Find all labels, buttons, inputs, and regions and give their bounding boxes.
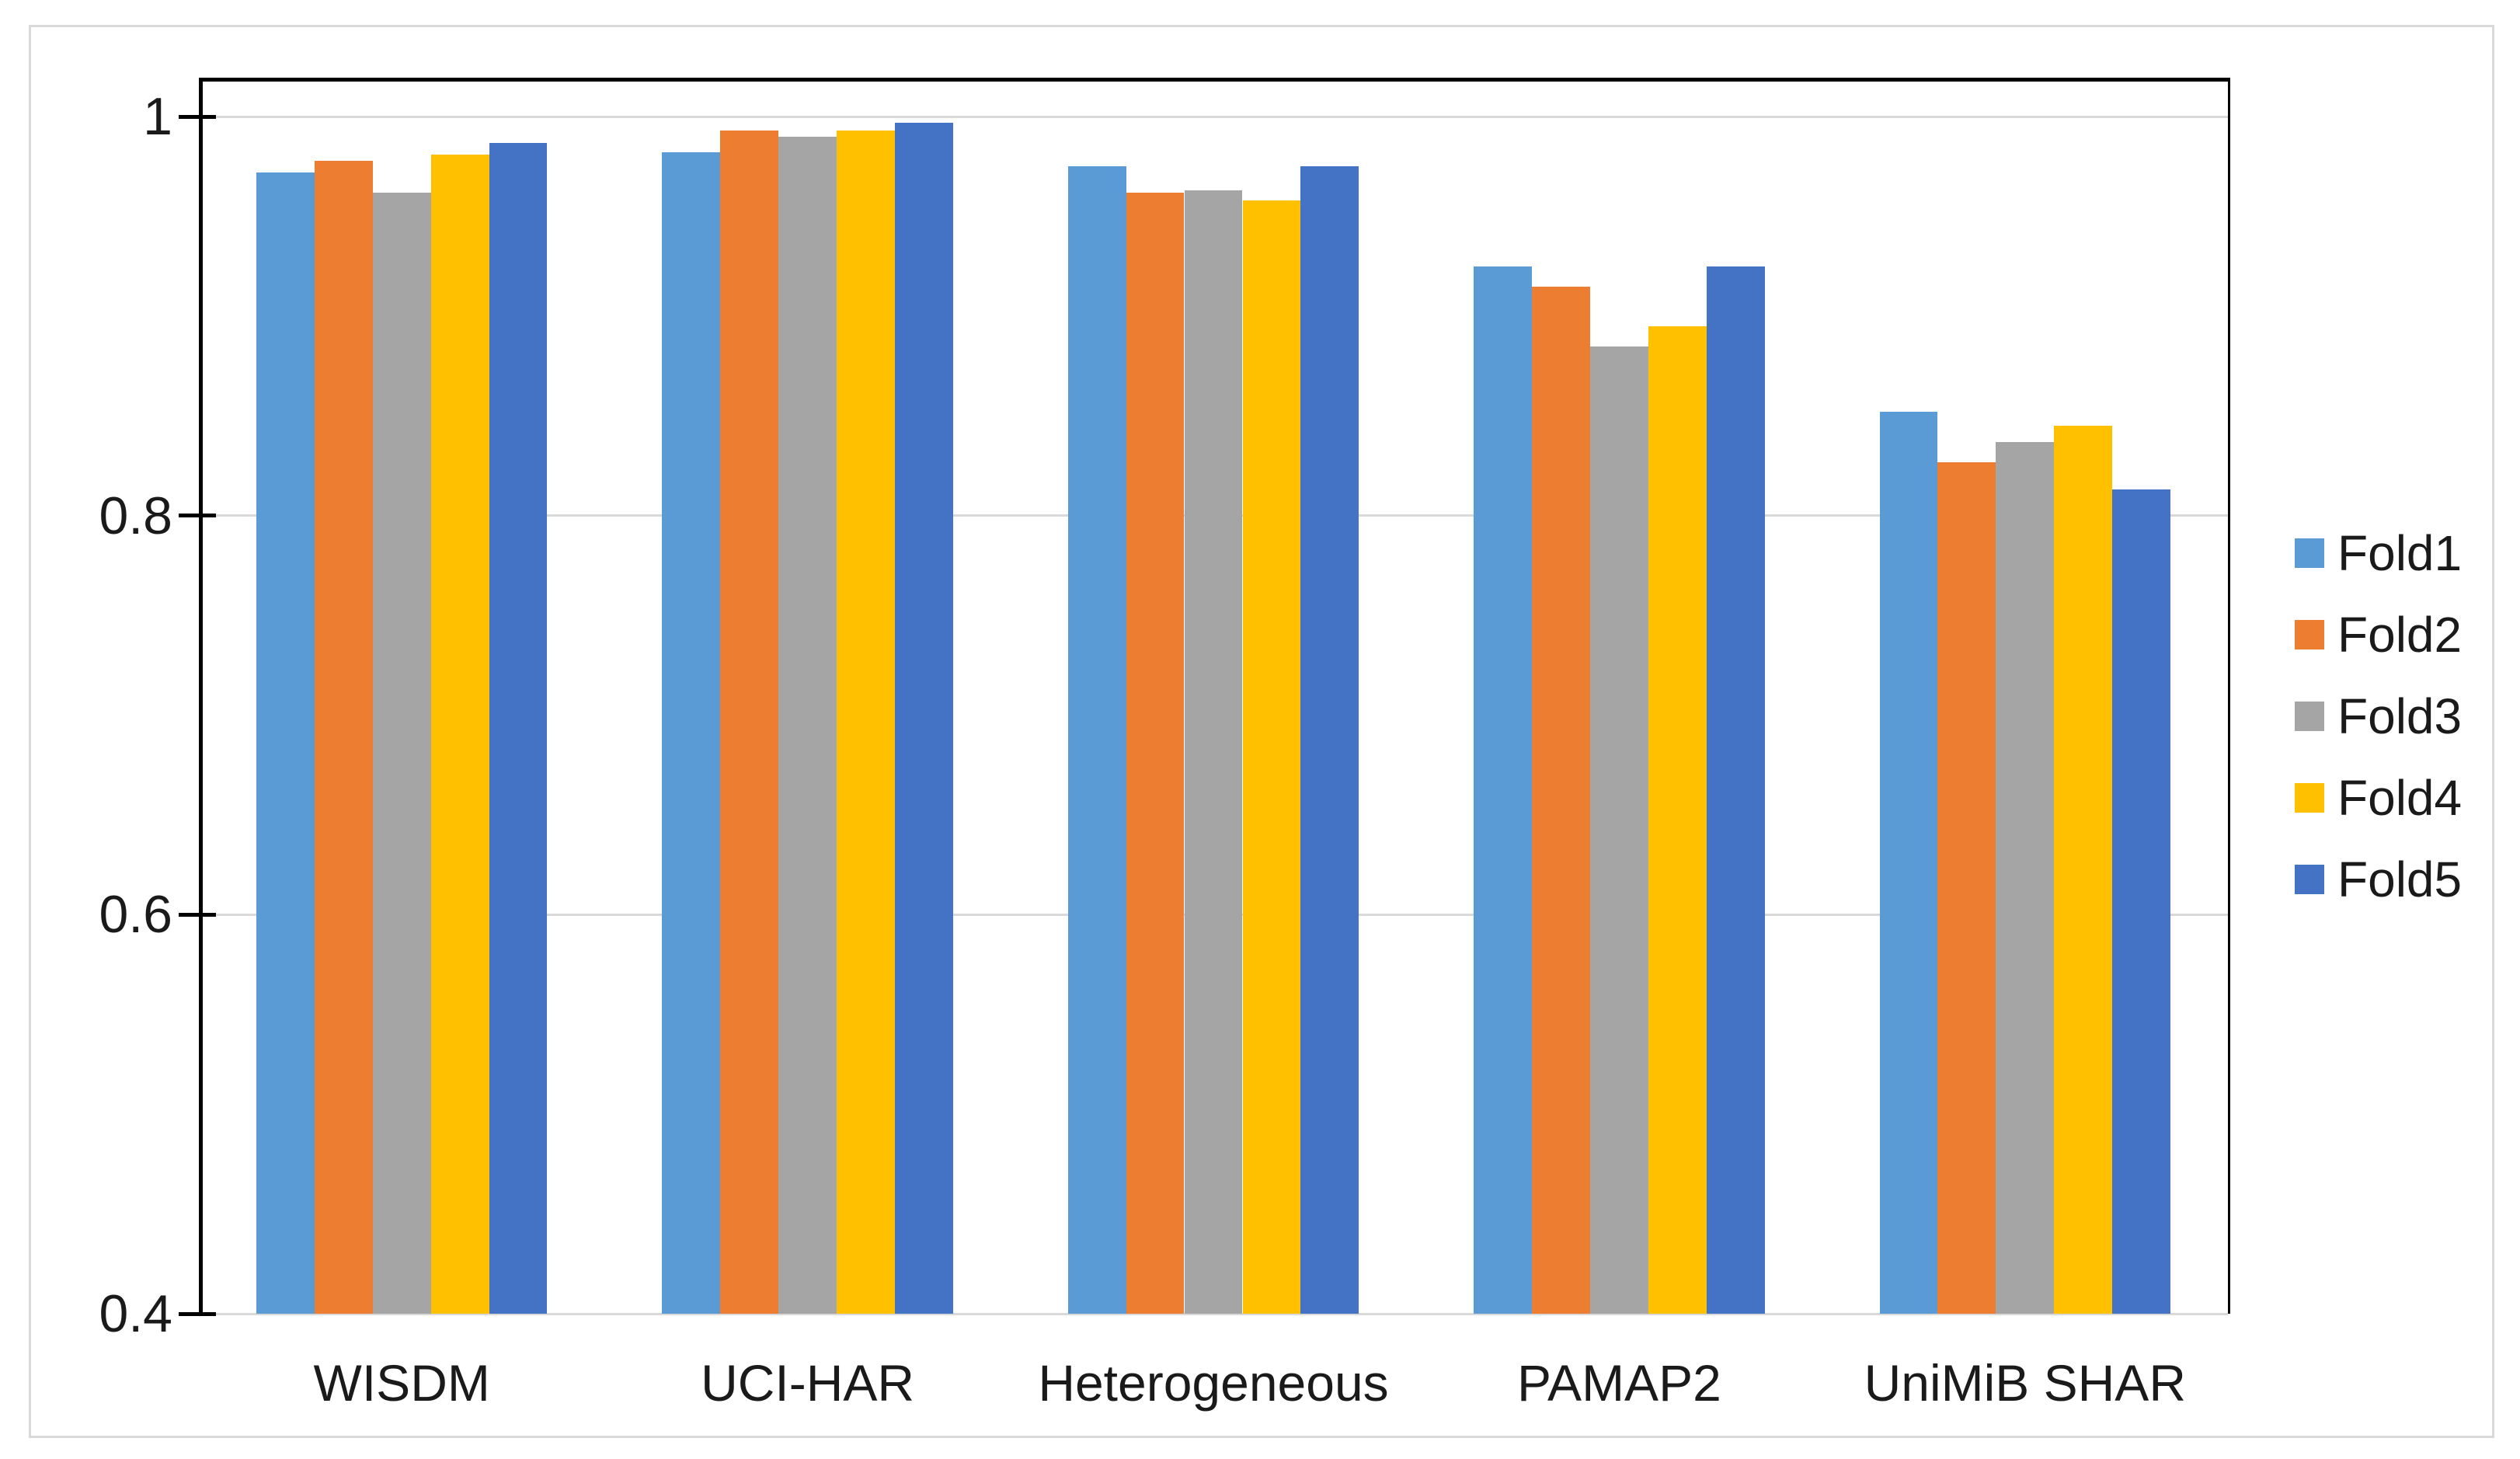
y-tick-0.4	[179, 1311, 216, 1316]
x-category-label-uci-har: UCI-HAR	[701, 1354, 915, 1412]
legend-label-fold4: Fold4	[2337, 770, 2463, 826]
bar-fold5-pamap2	[1706, 266, 1765, 1314]
bar-fold3-wisdm	[372, 192, 431, 1314]
gridline-1	[203, 115, 2228, 118]
bar-fold1-uci-har	[662, 152, 721, 1314]
bar-fold1-wisdm	[256, 172, 315, 1314]
y-axis-line	[199, 78, 203, 1316]
bar-fold4-unimib-shar	[2054, 426, 2113, 1314]
bar-fold1-pamap2	[1474, 266, 1532, 1314]
legend-label-fold2: Fold2	[2337, 607, 2463, 663]
bar-fold4-wisdm	[430, 155, 489, 1314]
bar-fold4-pamap2	[1648, 326, 1707, 1314]
bar-fold1-heterogeneous	[1067, 166, 1126, 1314]
y-tick-1	[179, 114, 216, 119]
bar-fold3-unimib-shar	[1996, 441, 2055, 1314]
plot-border-right	[2228, 78, 2230, 1314]
bar-fold1-unimib-shar	[1879, 412, 1938, 1314]
bar-fold2-heterogeneous	[1126, 192, 1185, 1314]
y-tick-label-1: 1	[143, 87, 172, 147]
y-tick-label-0.8: 0.8	[99, 486, 172, 545]
legend-swatch-fold2	[2295, 620, 2324, 649]
plot-border-top	[199, 78, 2230, 82]
legend-item-fold5: Fold5	[2295, 852, 2462, 907]
legend-swatch-fold3	[2295, 702, 2324, 731]
x-category-label-unimib-shar: UniMiB SHAR	[1864, 1354, 2186, 1412]
legend-item-fold4: Fold4	[2295, 771, 2462, 825]
bar-fold5-wisdm	[489, 142, 548, 1314]
legend-swatch-fold1	[2295, 538, 2324, 568]
bar-fold2-unimib-shar	[1937, 461, 1996, 1314]
bar-fold5-unimib-shar	[2112, 489, 2171, 1314]
legend-item-fold3: Fold3	[2295, 689, 2462, 743]
gridline-0.4	[203, 1312, 2228, 1315]
legend-item-fold2: Fold2	[2295, 608, 2462, 662]
bar-fold5-heterogeneous	[1300, 166, 1359, 1314]
bar-fold2-uci-har	[720, 131, 779, 1314]
legend-label-fold3: Fold3	[2337, 688, 2463, 744]
bar-fold3-uci-har	[778, 136, 837, 1314]
bar-fold2-pamap2	[1532, 286, 1590, 1314]
bar-fold4-heterogeneous	[1242, 200, 1301, 1314]
x-category-label-pamap2: PAMAP2	[1516, 1354, 1721, 1412]
legend-label-fold1: Fold1	[2337, 525, 2463, 581]
legend-swatch-fold5	[2295, 865, 2324, 894]
bar-fold4-uci-har	[837, 131, 895, 1314]
x-category-label-wisdm: WISDM	[313, 1354, 490, 1412]
bar-fold3-pamap2	[1589, 346, 1648, 1314]
y-tick-label-0.6: 0.6	[99, 885, 172, 945]
bar-fold5-uci-har	[895, 122, 953, 1314]
legend-label-fold5: Fold5	[2337, 851, 2463, 907]
x-category-label-heterogeneous: Heterogeneous	[1038, 1354, 1389, 1412]
y-tick-0.6	[179, 912, 216, 917]
bar-fold2-wisdm	[314, 160, 373, 1314]
legend-item-fold1: Fold1	[2295, 526, 2462, 580]
legend-swatch-fold4	[2295, 783, 2324, 813]
bar-fold3-heterogeneous	[1184, 190, 1243, 1314]
y-tick-label-0.4: 0.4	[99, 1284, 172, 1343]
y-tick-0.8	[179, 514, 216, 518]
